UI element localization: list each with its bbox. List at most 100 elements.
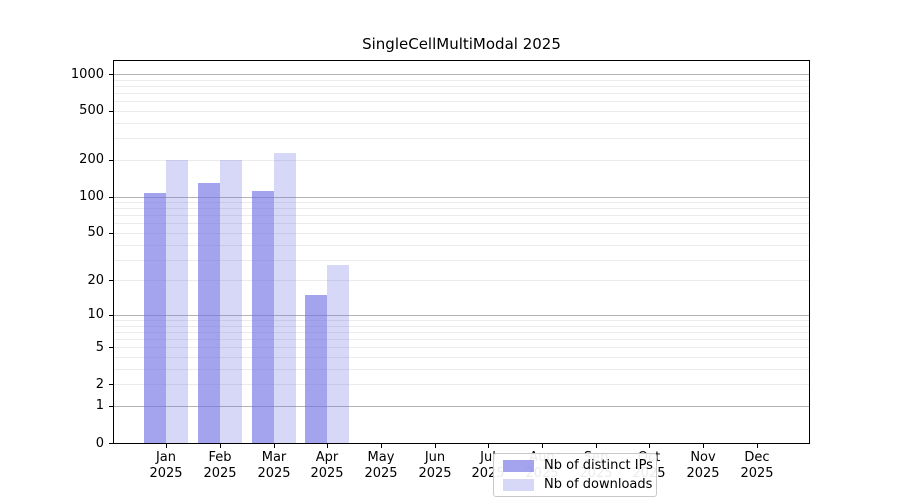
x-tick-year: 2025: [686, 466, 720, 481]
y-tick-mark: [109, 197, 113, 198]
y-tick-label: 5: [95, 340, 104, 355]
x-tick-year: 2025: [203, 466, 237, 481]
y-tick-label: 20: [87, 273, 104, 288]
legend-label-downloads: Nb of downloads: [544, 477, 653, 492]
gridline-minor: [114, 332, 809, 333]
y-tick-label: 10: [87, 307, 104, 322]
x-tick-month: Jul: [480, 450, 496, 465]
y-tick-mark: [109, 233, 113, 234]
gridline-minor: [114, 101, 809, 102]
x-tick-label: Mar 2025: [246, 450, 302, 482]
legend-label-distinct-ips: Nb of distinct IPs: [544, 458, 653, 473]
gridline-minor: [114, 111, 809, 112]
x-tick-year: 2025: [257, 466, 291, 481]
y-tick-mark: [109, 74, 113, 75]
x-tick-label: Feb 2025: [192, 450, 248, 482]
y-tick-mark: [109, 280, 113, 281]
x-tick-month: Nov: [690, 450, 716, 465]
gridline-minor: [114, 93, 809, 94]
y-tick-mark: [109, 384, 113, 385]
bar-distinct-ips: [252, 191, 274, 443]
gridline-minor: [114, 86, 809, 87]
gridline-minor: [114, 320, 809, 321]
x-tick-mark: [327, 444, 328, 448]
gridline-minor: [114, 384, 809, 385]
x-tick-month: Dec: [744, 450, 770, 465]
gridline-minor: [114, 223, 809, 224]
y-tick-label: 2: [95, 377, 104, 392]
x-tick-month: Jan: [155, 450, 177, 465]
gridline-minor: [114, 357, 809, 358]
y-tick-mark: [109, 443, 113, 444]
y-tick-mark: [109, 111, 113, 112]
x-tick-label: Dec 2025: [729, 450, 785, 482]
gridline-minor: [114, 160, 809, 161]
gridline-minor: [114, 208, 809, 209]
y-tick-label: 50: [87, 225, 104, 240]
gridline-major: [114, 197, 809, 198]
y-tick-label: 200: [79, 152, 104, 167]
x-tick-month: Feb: [208, 450, 232, 465]
x-tick-mark: [220, 444, 221, 448]
bar-downloads: [166, 160, 188, 443]
bar-distinct-ips: [198, 183, 220, 443]
y-tick-label: 0: [95, 436, 104, 451]
bar-distinct-ips: [144, 193, 166, 443]
y-tick-mark: [109, 347, 113, 348]
x-tick-year: 2025: [149, 466, 183, 481]
y-tick-mark: [109, 315, 113, 316]
gridline-minor: [114, 280, 809, 281]
x-tick-mark: [488, 444, 489, 448]
chart-title: SingleCellMultiModal 2025: [362, 35, 561, 53]
gridline-minor: [114, 123, 809, 124]
x-tick-year: 2025: [418, 466, 452, 481]
y-tick-label: 100: [79, 189, 104, 204]
gridline-major: [114, 74, 809, 75]
x-tick-mark: [757, 444, 758, 448]
x-tick-mark: [435, 444, 436, 448]
gridline-minor: [114, 138, 809, 139]
y-tick-label: 500: [79, 103, 104, 118]
gridline-major: [114, 315, 809, 316]
x-tick-mark: [274, 444, 275, 448]
x-tick-month: Apr: [315, 450, 339, 465]
gridline-minor: [114, 260, 809, 261]
x-tick-label: Jun 2025: [407, 450, 463, 482]
x-tick-year: 2025: [310, 466, 344, 481]
x-tick-year: 2025: [364, 466, 398, 481]
gridline-minor: [114, 215, 809, 216]
x-tick-label: Jan 2025: [138, 450, 194, 482]
legend-swatch-downloads: [503, 478, 534, 491]
x-tick-mark: [649, 444, 650, 448]
x-tick-month: Mar: [261, 450, 287, 465]
x-tick-mark: [703, 444, 704, 448]
y-tick-mark: [109, 406, 113, 407]
x-tick-mark: [166, 444, 167, 448]
x-tick-label: Apr 2025: [299, 450, 355, 482]
gridline-minor: [114, 339, 809, 340]
x-tick-label: Nov 2025: [675, 450, 731, 482]
legend-item-distinct-ips: Nb of distinct IPs: [503, 457, 653, 474]
plot-area: Nb of distinct IPs Nb of downloads: [113, 60, 810, 497]
legend: Nb of distinct IPs Nb of downloads: [493, 453, 657, 497]
gridline-minor: [114, 347, 809, 348]
x-tick-year: 2025: [740, 466, 774, 481]
x-tick-month: May: [367, 450, 395, 465]
x-tick-mark: [381, 444, 382, 448]
gridline-major: [114, 406, 809, 407]
x-tick-mark: [596, 444, 597, 448]
gridline-minor: [114, 80, 809, 81]
bar-downloads: [220, 160, 242, 443]
y-tick-mark: [109, 160, 113, 161]
gridline-minor: [114, 245, 809, 246]
legend-swatch-distinct-ips: [503, 459, 534, 472]
gridline-minor: [114, 202, 809, 203]
bar-downloads: [327, 265, 349, 443]
legend-item-downloads: Nb of downloads: [503, 476, 652, 493]
bar-distinct-ips: [305, 295, 327, 443]
x-tick-label: May 2025: [353, 450, 409, 482]
gridline-minor: [114, 326, 809, 327]
bar-downloads: [274, 153, 296, 443]
gridline-minor: [114, 369, 809, 370]
